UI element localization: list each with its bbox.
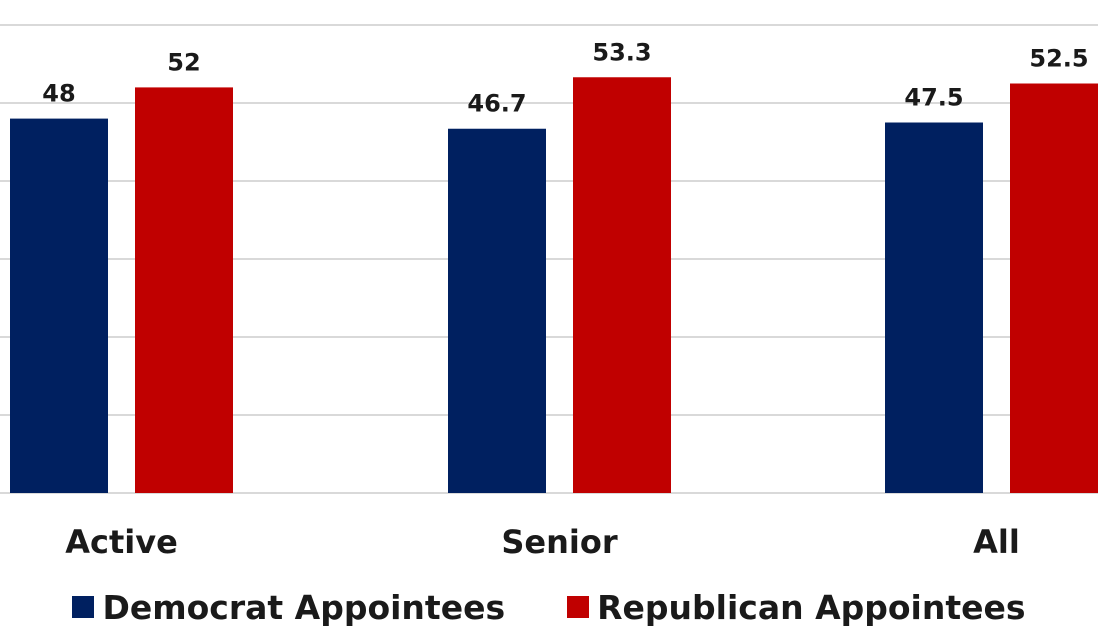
data-label-republican-all: 52.5 xyxy=(1029,45,1088,73)
bar-democrat-all xyxy=(885,122,983,493)
data-labels: 48 52 46.7 53.3 47.5 52.5 xyxy=(42,38,1088,117)
bar-democrat-active xyxy=(10,118,108,493)
bar-republican-active xyxy=(135,87,233,494)
legend-swatch-democrat xyxy=(72,596,95,618)
bars xyxy=(10,77,1098,494)
data-label-republican-active: 52 xyxy=(167,48,200,76)
legend-label-democrat: Democrat Appointees xyxy=(102,587,506,627)
data-label-democrat-active: 48 xyxy=(42,80,75,108)
legend: Democrat Appointees Republican Appointee… xyxy=(0,582,1098,632)
category-label-active: Active xyxy=(65,523,178,561)
data-label-republican-senior: 53.3 xyxy=(592,38,651,66)
bar-republican-all xyxy=(1010,83,1098,493)
bar-democrat-senior xyxy=(448,128,546,494)
category-label-senior: Senior xyxy=(501,523,617,561)
category-label-all: All xyxy=(973,523,1020,561)
legend-swatch-republican xyxy=(567,596,590,618)
legend-item-republican: Republican Appointees xyxy=(567,587,1026,627)
data-label-democrat-all: 47.5 xyxy=(904,84,963,112)
data-label-democrat-senior: 46.7 xyxy=(467,90,526,118)
legend-label-republican: Republican Appointees xyxy=(597,587,1026,627)
category-labels: Active Senior All xyxy=(65,523,1020,561)
legend-item-democrat: Democrat Appointees xyxy=(72,588,505,627)
bar-republican-senior xyxy=(573,77,671,493)
